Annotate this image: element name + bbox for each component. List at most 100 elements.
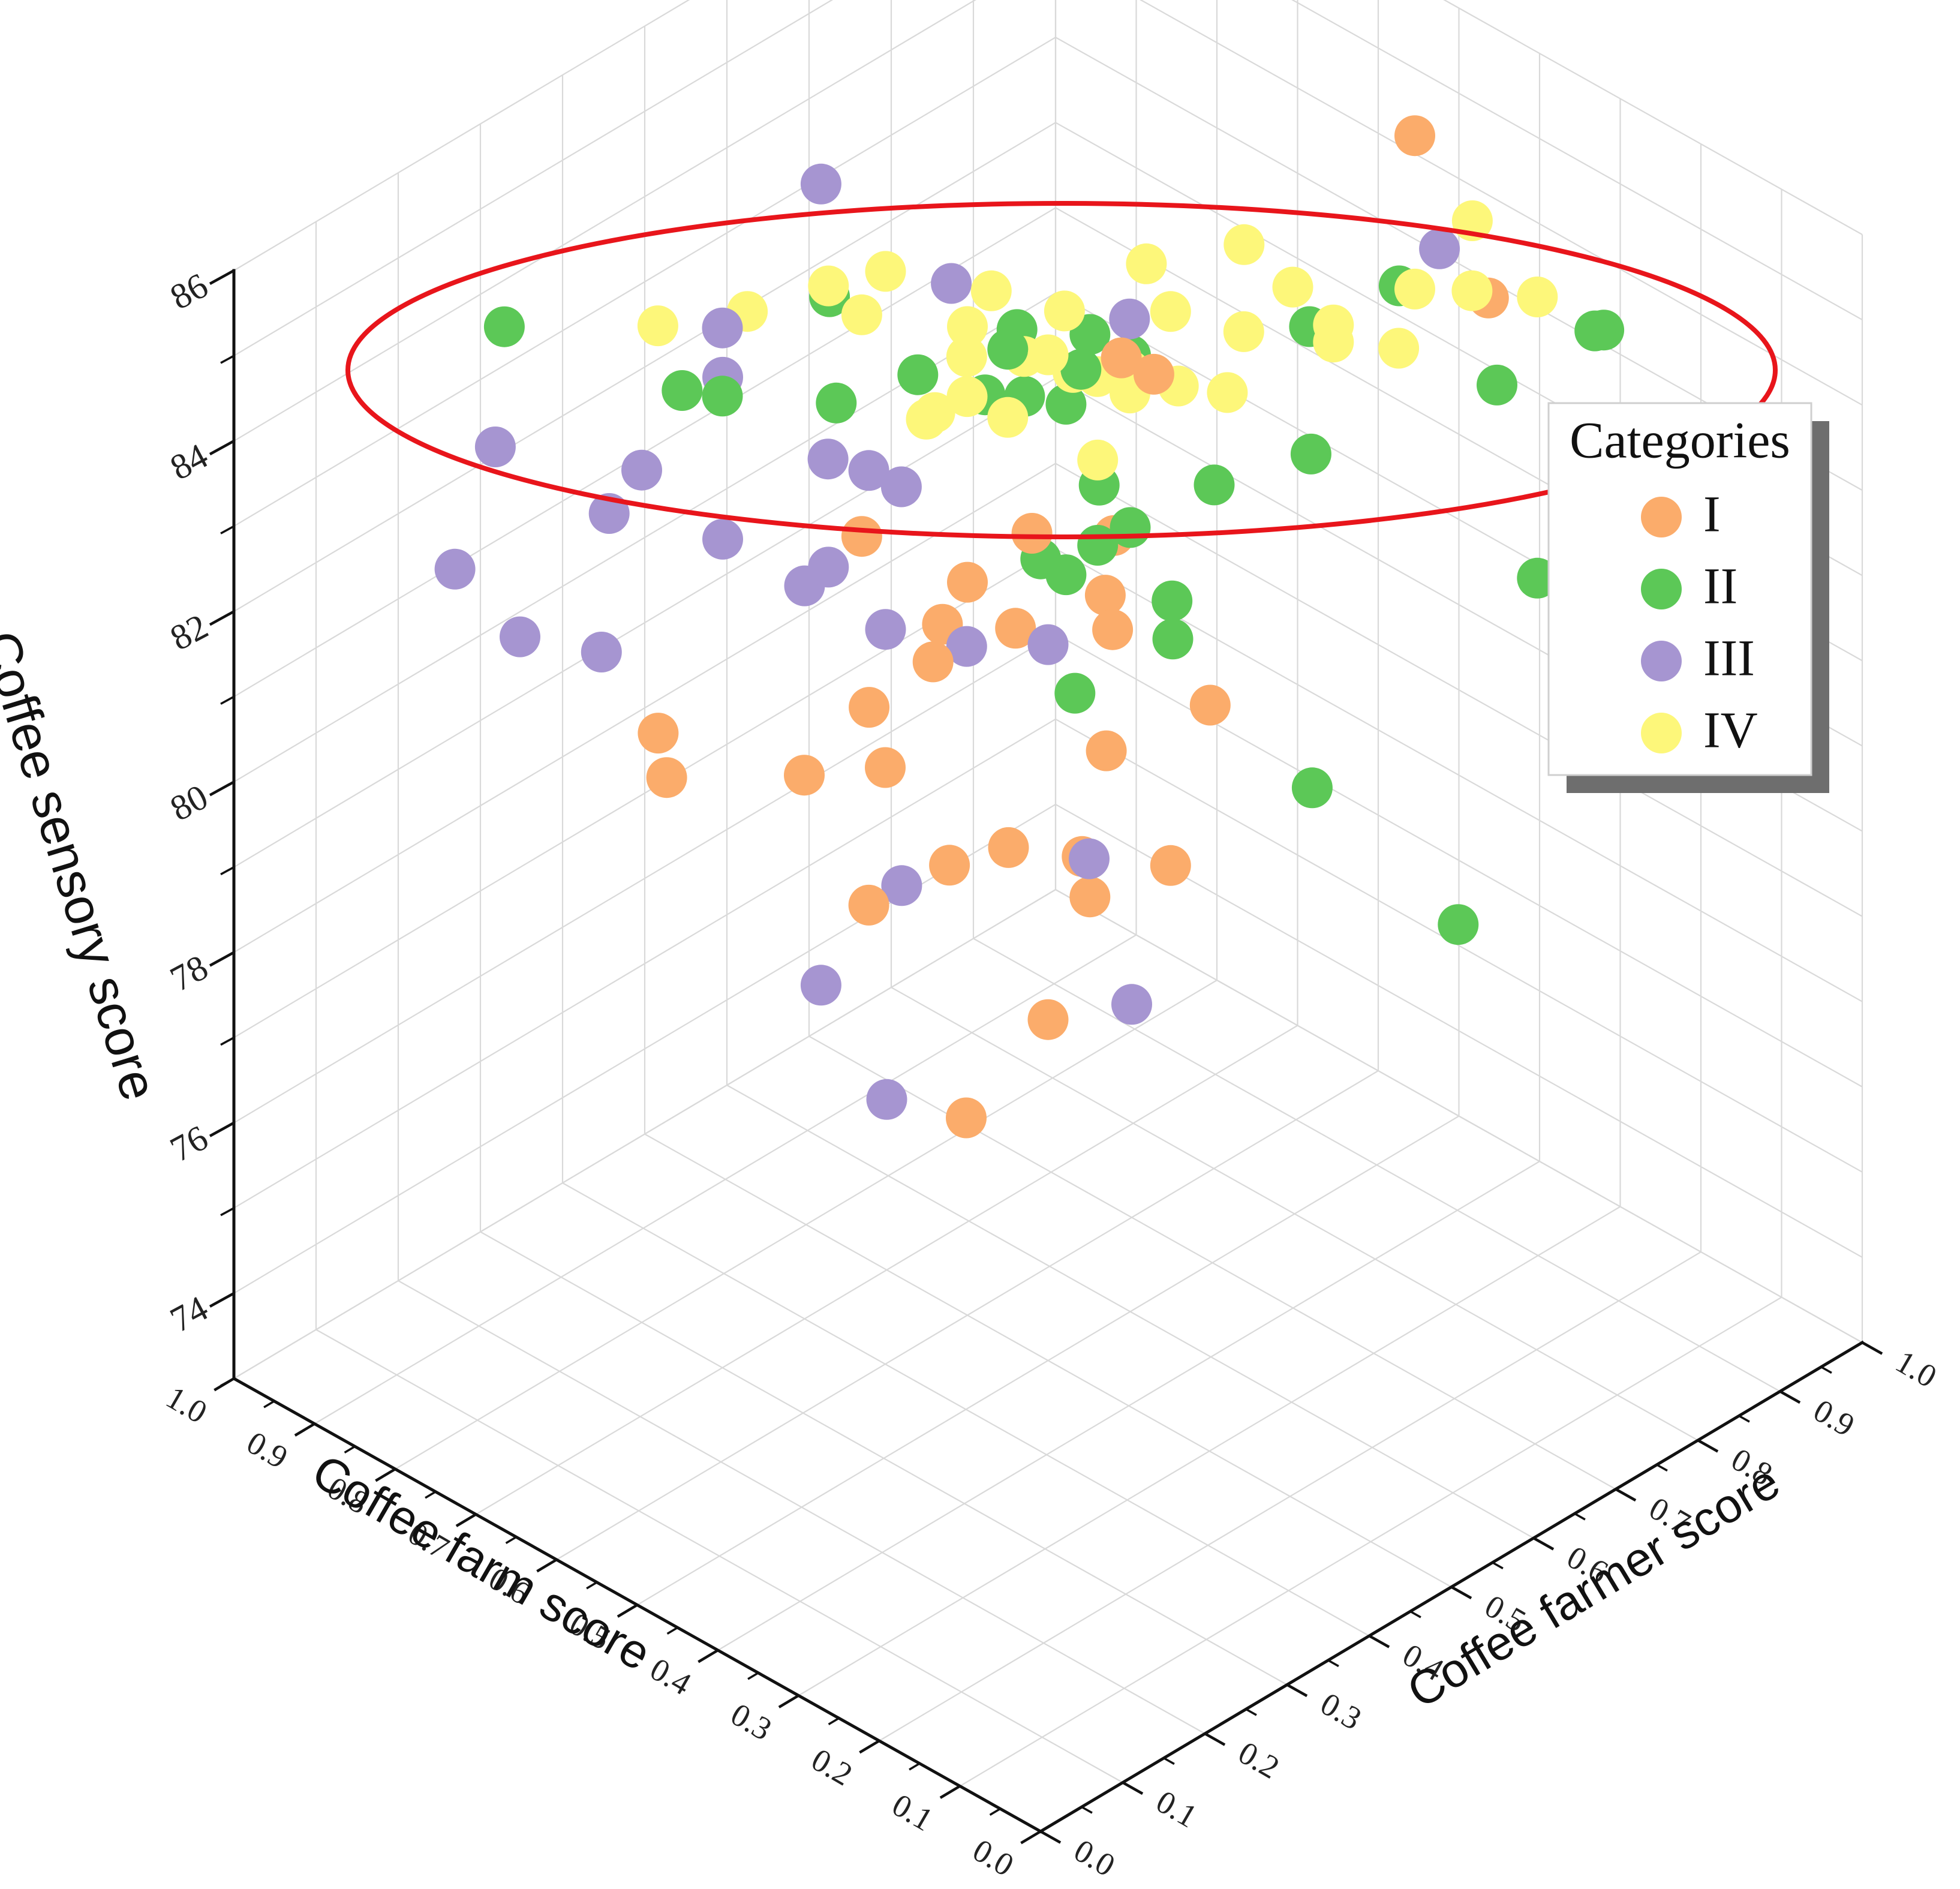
z-tick: [209, 1292, 235, 1308]
data-point-III: [1109, 298, 1150, 340]
highlight-ellipse: [345, 201, 1778, 539]
data-point-I: [1086, 730, 1127, 771]
data-points: [434, 115, 1625, 1139]
data-point-III: [474, 427, 516, 467]
x-tick: [778, 1694, 799, 1708]
z-tick: [209, 269, 235, 285]
floor-grid-line: [973, 938, 1781, 1392]
data-point-II: [1290, 433, 1331, 474]
data-point-IV: [865, 251, 906, 292]
data-point-I: [929, 845, 970, 886]
floor-grid-line: [644, 1133, 1452, 1588]
y-tick: [1286, 1683, 1308, 1698]
legend-marker-II: [1641, 569, 1682, 609]
y-tick: [1039, 1830, 1062, 1844]
x-tick: [455, 1513, 477, 1527]
y-minor-tick: [1409, 1610, 1421, 1618]
x-tick: [294, 1422, 315, 1437]
x-minor-tick: [263, 1400, 275, 1409]
data-point-II: [1152, 618, 1194, 660]
data-point-I: [1101, 337, 1142, 379]
data-point-I: [1027, 999, 1069, 1040]
legend-label-IV: IV: [1703, 701, 1758, 759]
y-tick: [1368, 1635, 1390, 1648]
data-point-II: [1077, 525, 1119, 566]
data-point-II: [816, 382, 857, 424]
data-point-IV: [808, 265, 849, 307]
data-point-IV: [1027, 334, 1069, 376]
z-tick: [209, 1121, 235, 1137]
data-point-I: [848, 884, 889, 926]
data-point-II: [1060, 349, 1102, 390]
legend-label-II: II: [1703, 557, 1737, 615]
data-point-III: [500, 616, 540, 657]
data-point-III: [1111, 984, 1152, 1025]
z-minor-tick: [220, 525, 235, 534]
y-minor-tick: [1492, 1561, 1504, 1570]
x-minor-tick: [586, 1581, 598, 1590]
data-point-III: [434, 548, 476, 590]
data-point-II: [1152, 580, 1193, 621]
data-point-II: [987, 329, 1029, 370]
x-tick: [536, 1558, 558, 1573]
floor-grid-line: [808, 1035, 1616, 1490]
floor-grid-line: [726, 1085, 1534, 1539]
legend-marker-I: [1641, 497, 1682, 537]
x-minor-tick: [344, 1445, 356, 1453]
y-tick: [1450, 1585, 1472, 1600]
data-point-II: [702, 376, 743, 417]
data-point-IV: [906, 398, 947, 440]
legend-marker-III: [1641, 641, 1682, 681]
y-minor-tick: [1820, 1366, 1832, 1374]
data-point-I: [1394, 115, 1435, 157]
z-minor-tick: [220, 866, 235, 876]
z-minor-tick: [220, 1377, 235, 1387]
data-point-IV: [1126, 243, 1167, 284]
data-point-III: [800, 163, 841, 205]
data-point-IV: [1150, 291, 1191, 332]
x-minor-tick: [989, 1807, 1001, 1816]
data-point-II: [897, 354, 939, 395]
data-point-III: [865, 609, 906, 650]
z-tick: [209, 610, 235, 626]
floor-grid-line: [475, 1025, 1298, 1515]
data-point-I: [849, 687, 890, 728]
data-point-II: [1477, 364, 1517, 406]
z-minor-tick: [220, 695, 235, 705]
x-tick: [375, 1468, 396, 1482]
data-point-IV: [1517, 277, 1558, 317]
y-tick: [1122, 1781, 1144, 1795]
y-minor-tick: [1163, 1757, 1175, 1765]
data-point-I: [1069, 876, 1111, 918]
x-minor-tick: [505, 1536, 517, 1544]
data-point-IV: [1224, 224, 1265, 265]
y-minor-tick: [1738, 1415, 1750, 1423]
z-minor-tick: [220, 1037, 235, 1046]
data-point-III: [881, 865, 922, 906]
x-minor-tick: [828, 1717, 840, 1725]
y-tick: [1204, 1732, 1226, 1746]
y-tick: [1779, 1390, 1801, 1404]
data-point-III: [866, 1079, 907, 1120]
x-minor-tick: [425, 1491, 437, 1499]
floor-grid-line: [395, 980, 1218, 1470]
data-point-II: [1194, 464, 1235, 506]
data-point-IV: [946, 376, 988, 418]
data-point-II: [1045, 383, 1087, 425]
data-point-III: [807, 439, 849, 480]
data-point-II: [1054, 672, 1096, 714]
x-tick: [698, 1649, 719, 1663]
data-point-II: [1438, 904, 1479, 945]
data-point-IV: [946, 336, 987, 377]
data-point-IV: [1451, 270, 1493, 311]
annotations: [345, 201, 1778, 539]
legend-label-I: I: [1703, 485, 1721, 543]
legend-label-III: III: [1703, 629, 1755, 687]
data-point-I: [646, 757, 687, 798]
data-point-I: [1189, 684, 1231, 726]
floor-grid-line: [556, 1070, 1379, 1560]
floor-grid-line: [314, 934, 1137, 1425]
data-point-III: [946, 626, 987, 667]
x-minor-tick: [666, 1626, 678, 1635]
